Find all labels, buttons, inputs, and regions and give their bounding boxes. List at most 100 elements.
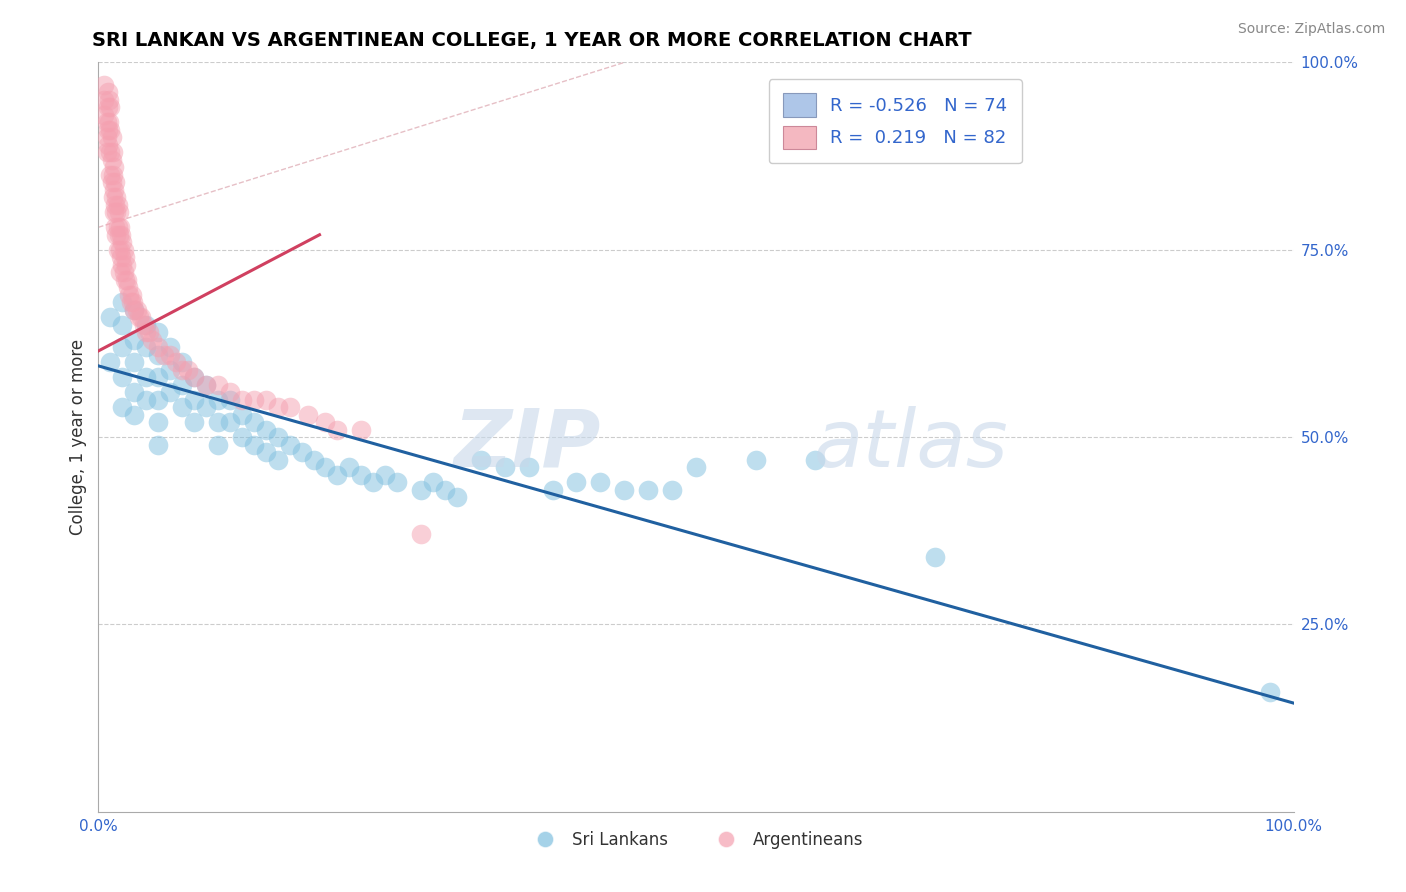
Point	[195, 377, 218, 392]
Point	[98, 123, 122, 137]
Point	[101, 145, 124, 160]
Point	[135, 392, 157, 407]
Point	[103, 205, 125, 219]
Point	[254, 445, 277, 459]
Point	[132, 318, 155, 332]
Point	[195, 377, 218, 392]
Point	[267, 400, 290, 414]
Point	[108, 220, 131, 235]
Point	[315, 460, 337, 475]
Point	[172, 362, 194, 376]
Point	[195, 400, 218, 414]
Point	[135, 370, 157, 384]
Text: Source: ZipAtlas.com: Source: ZipAtlas.com	[1237, 22, 1385, 37]
Point	[114, 273, 136, 287]
Point	[685, 460, 707, 475]
Point	[107, 198, 129, 212]
Point	[100, 175, 122, 189]
Point	[148, 370, 170, 384]
Point	[118, 287, 141, 301]
Point	[100, 130, 122, 145]
Point	[124, 385, 146, 400]
Point	[104, 198, 127, 212]
Point	[111, 340, 134, 354]
Point	[104, 220, 127, 235]
Point	[97, 123, 120, 137]
Point	[159, 340, 181, 354]
Point	[243, 392, 266, 407]
Point	[565, 475, 588, 489]
Point	[111, 318, 134, 332]
Point	[105, 227, 128, 242]
Point	[97, 100, 120, 114]
Point	[122, 295, 145, 310]
Point	[98, 310, 122, 325]
Point	[93, 78, 115, 92]
Point	[131, 310, 153, 325]
Point	[172, 355, 194, 369]
Point	[165, 355, 187, 369]
Y-axis label: College, 1 year or more: College, 1 year or more	[69, 339, 87, 535]
Point	[278, 437, 301, 451]
Point	[278, 400, 301, 414]
Point	[326, 467, 349, 482]
Point	[121, 287, 143, 301]
Point	[254, 392, 277, 407]
Point	[148, 340, 170, 354]
Point	[124, 302, 146, 317]
Point	[97, 86, 120, 100]
Point	[108, 243, 131, 257]
Point	[219, 392, 242, 407]
Point	[434, 483, 457, 497]
Point	[96, 145, 118, 160]
Point	[207, 392, 229, 407]
Point	[339, 460, 361, 475]
Point	[107, 243, 129, 257]
Point	[105, 190, 128, 204]
Point	[243, 415, 266, 429]
Point	[135, 325, 157, 339]
Point	[111, 400, 134, 414]
Legend: Sri Lankans, Argentineans: Sri Lankans, Argentineans	[522, 824, 870, 855]
Point	[172, 377, 194, 392]
Point	[128, 310, 150, 325]
Point	[172, 400, 194, 414]
Point	[112, 243, 135, 257]
Point	[98, 145, 122, 160]
Point	[924, 549, 946, 564]
Point	[124, 355, 146, 369]
Point	[120, 295, 142, 310]
Point	[101, 190, 124, 204]
Point	[148, 325, 170, 339]
Point	[105, 205, 128, 219]
Point	[315, 415, 337, 429]
Point	[589, 475, 612, 489]
Point	[98, 100, 122, 114]
Point	[93, 93, 115, 107]
Point	[385, 475, 409, 489]
Point	[148, 392, 170, 407]
Point	[207, 415, 229, 429]
Point	[541, 483, 564, 497]
Point	[103, 161, 125, 175]
Point	[124, 333, 146, 347]
Point	[267, 430, 290, 444]
Point	[297, 408, 319, 422]
Point	[111, 258, 134, 272]
Point	[98, 93, 121, 107]
Point	[243, 437, 266, 451]
Point	[141, 333, 163, 347]
Point	[111, 295, 134, 310]
Point	[231, 408, 253, 422]
Point	[107, 205, 129, 219]
Point	[159, 362, 181, 376]
Point	[112, 265, 135, 279]
Point	[350, 467, 373, 482]
Point	[98, 168, 122, 182]
Point	[470, 452, 492, 467]
Point	[107, 227, 129, 242]
Point	[231, 430, 253, 444]
Point	[125, 302, 148, 317]
Point	[446, 490, 468, 504]
Point	[124, 408, 146, 422]
